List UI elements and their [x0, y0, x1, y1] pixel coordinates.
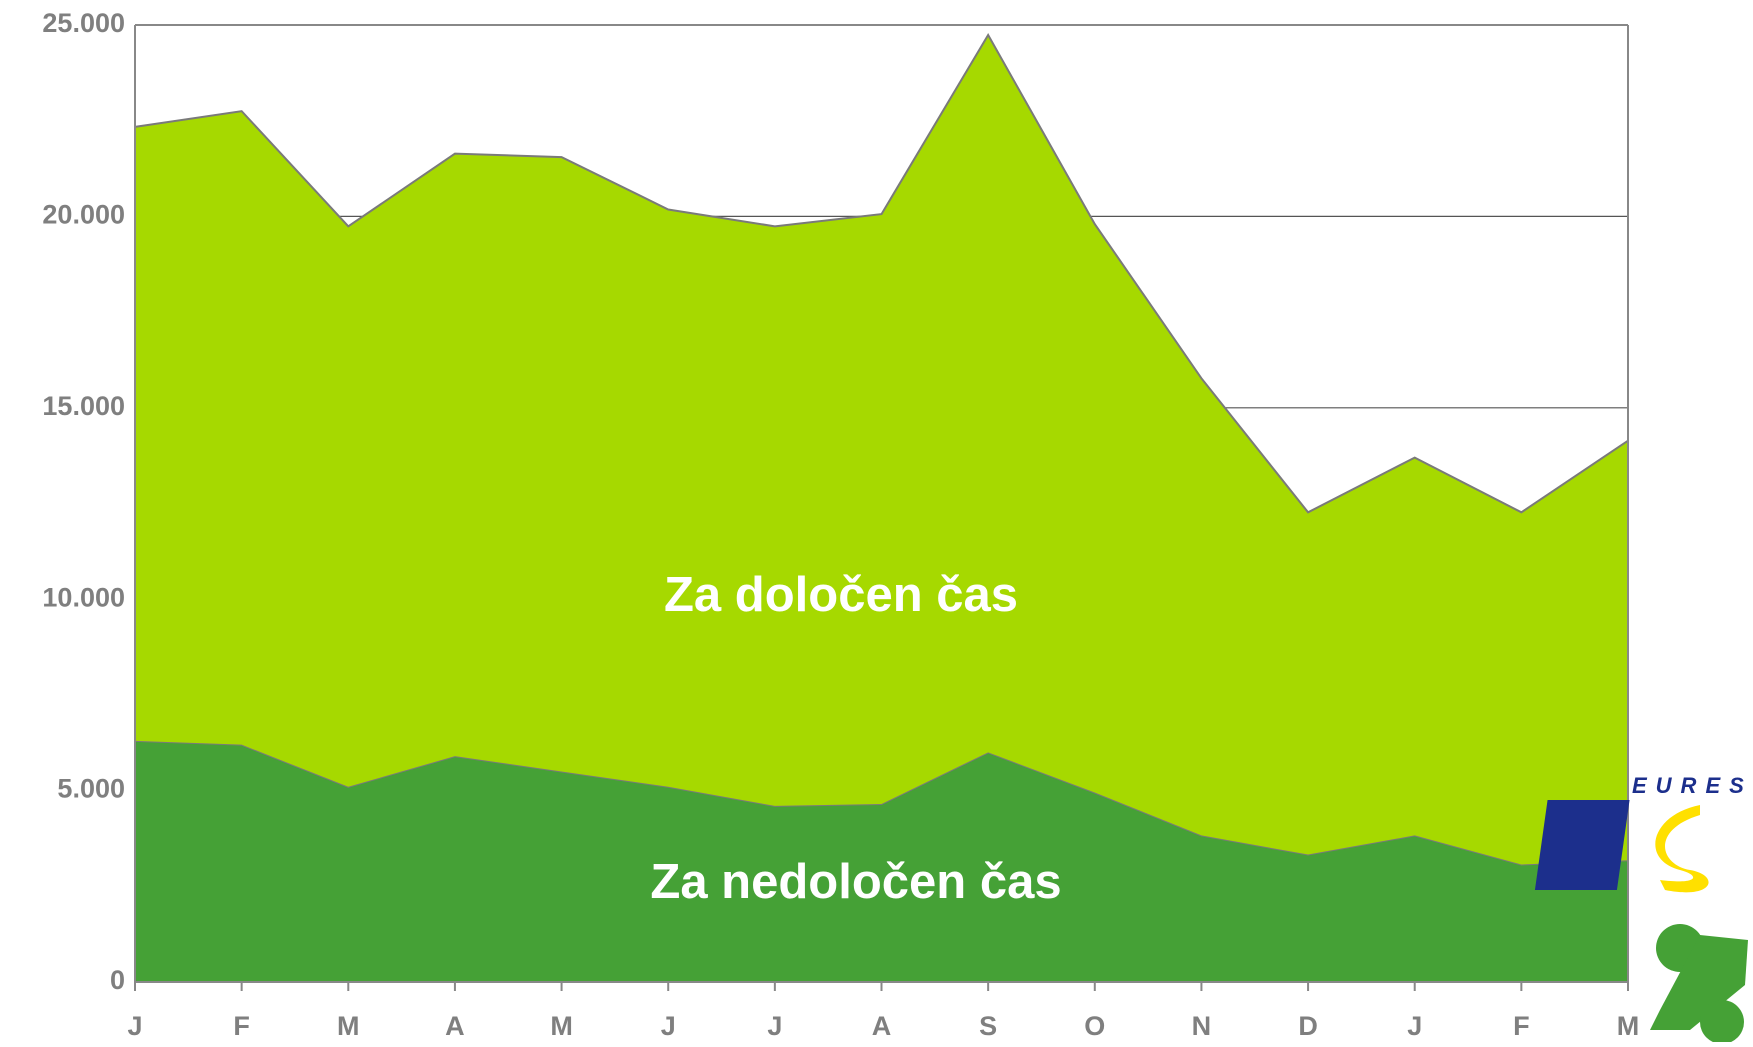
- x-tick-label: J: [1407, 1011, 1422, 1041]
- area: [135, 34, 1628, 865]
- eures-flag: [1534, 800, 1630, 890]
- logo-shape: [1650, 935, 1748, 1030]
- y-tick-label: 0: [110, 965, 125, 995]
- y-tick-label: 20.000: [42, 200, 125, 230]
- series-label: Za določen čas: [664, 568, 1018, 622]
- area-edge: [134, 32, 1629, 514]
- logo-dot: [1700, 1000, 1744, 1044]
- eures-hand: [1655, 805, 1709, 893]
- x-tick-label: A: [872, 1011, 892, 1041]
- x-tick-label: F: [233, 1011, 250, 1041]
- x-tick-label: M: [550, 1011, 573, 1041]
- eures-text: EURES: [1632, 773, 1753, 798]
- x-tick-label: M: [1617, 1011, 1640, 1041]
- logos: EURES: [1534, 773, 1753, 1044]
- area: [135, 740, 1628, 982]
- y-tick-label: 5.000: [57, 774, 125, 804]
- x-tick-label: N: [1192, 1011, 1212, 1041]
- x-tick-label: S: [979, 1011, 997, 1041]
- x-tick-label: D: [1298, 1011, 1318, 1041]
- x-tick-label: A: [445, 1011, 465, 1041]
- x-tick-label: J: [661, 1011, 676, 1041]
- x-tick-label: J: [127, 1011, 142, 1041]
- series-label: Za nedoločen čas: [650, 855, 1061, 909]
- y-tick-label: 10.000: [42, 582, 125, 612]
- x-tick-label: J: [767, 1011, 782, 1041]
- y-tick-label: 25.000: [42, 8, 125, 38]
- x-tick-label: F: [1513, 1011, 1530, 1041]
- y-tick-label: 15.000: [42, 391, 125, 421]
- x-tick-label: O: [1084, 1011, 1105, 1041]
- x-tick-label: M: [337, 1011, 360, 1041]
